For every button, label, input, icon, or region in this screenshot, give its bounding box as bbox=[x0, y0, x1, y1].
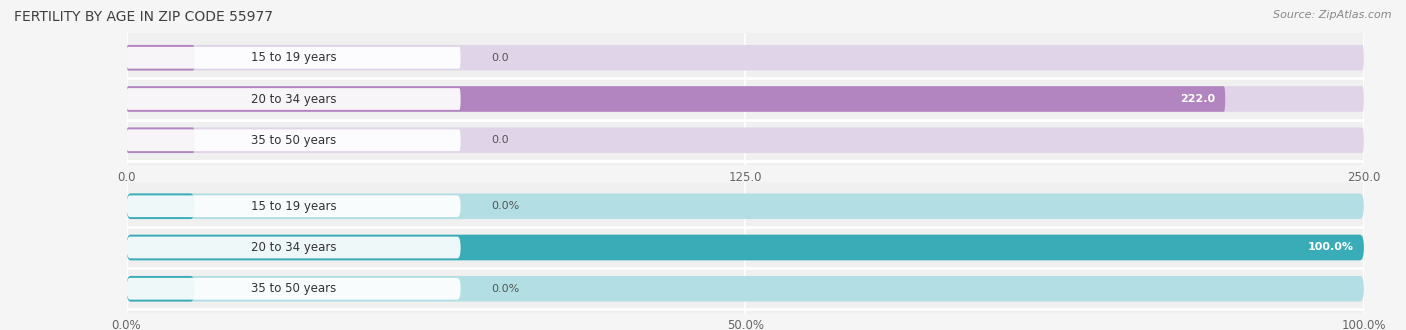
FancyBboxPatch shape bbox=[127, 47, 461, 69]
Text: 20 to 34 years: 20 to 34 years bbox=[250, 241, 336, 254]
FancyBboxPatch shape bbox=[127, 276, 1364, 302]
FancyBboxPatch shape bbox=[127, 45, 1364, 71]
FancyBboxPatch shape bbox=[127, 193, 194, 219]
FancyBboxPatch shape bbox=[127, 237, 461, 258]
FancyBboxPatch shape bbox=[125, 268, 1365, 310]
Text: 15 to 19 years: 15 to 19 years bbox=[250, 51, 336, 64]
FancyBboxPatch shape bbox=[127, 129, 461, 151]
Text: 0.0: 0.0 bbox=[492, 53, 509, 63]
FancyBboxPatch shape bbox=[127, 195, 461, 217]
Text: 222.0: 222.0 bbox=[1180, 94, 1215, 104]
FancyBboxPatch shape bbox=[127, 235, 1364, 260]
Text: FERTILITY BY AGE IN ZIP CODE 55977: FERTILITY BY AGE IN ZIP CODE 55977 bbox=[14, 10, 273, 24]
Text: 0.0%: 0.0% bbox=[492, 201, 520, 211]
FancyBboxPatch shape bbox=[127, 86, 1225, 112]
FancyBboxPatch shape bbox=[127, 127, 1364, 153]
Text: 20 to 34 years: 20 to 34 years bbox=[250, 92, 336, 106]
FancyBboxPatch shape bbox=[127, 278, 461, 300]
FancyBboxPatch shape bbox=[125, 79, 1365, 120]
FancyBboxPatch shape bbox=[125, 120, 1365, 161]
FancyBboxPatch shape bbox=[127, 45, 194, 71]
Text: 15 to 19 years: 15 to 19 years bbox=[250, 200, 336, 213]
FancyBboxPatch shape bbox=[127, 127, 194, 153]
Text: 0.0: 0.0 bbox=[492, 135, 509, 145]
Text: 100.0%: 100.0% bbox=[1308, 243, 1354, 252]
FancyBboxPatch shape bbox=[125, 227, 1365, 268]
Text: Source: ZipAtlas.com: Source: ZipAtlas.com bbox=[1274, 10, 1392, 20]
FancyBboxPatch shape bbox=[127, 235, 1364, 260]
FancyBboxPatch shape bbox=[127, 193, 1364, 219]
FancyBboxPatch shape bbox=[125, 37, 1365, 79]
Text: 0.0%: 0.0% bbox=[492, 284, 520, 294]
FancyBboxPatch shape bbox=[127, 276, 194, 302]
FancyBboxPatch shape bbox=[127, 86, 1364, 112]
FancyBboxPatch shape bbox=[127, 88, 461, 110]
Text: 35 to 50 years: 35 to 50 years bbox=[250, 282, 336, 295]
Text: 35 to 50 years: 35 to 50 years bbox=[250, 134, 336, 147]
FancyBboxPatch shape bbox=[125, 185, 1365, 227]
